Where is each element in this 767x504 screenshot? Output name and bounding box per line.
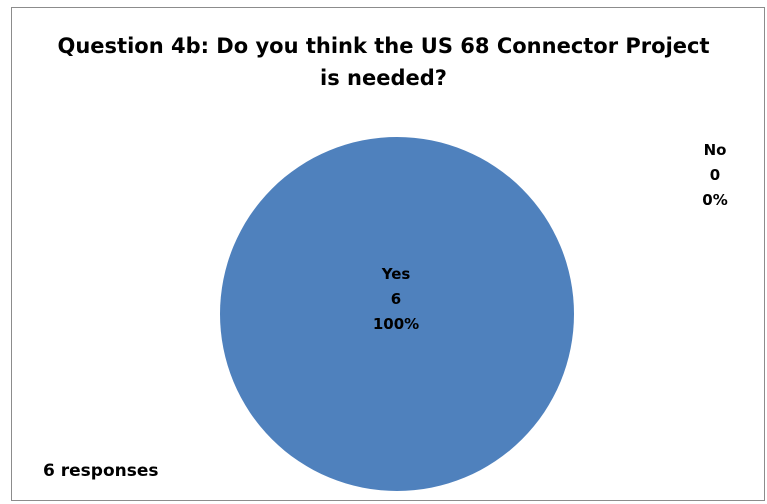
chart-title-line-1: Question 4b: Do you think the US 68 Conn…	[57, 34, 710, 58]
data-label-no: No 0 0%	[675, 138, 755, 213]
data-label-no-category: No	[703, 141, 727, 159]
response-count: 6 responses	[43, 461, 159, 481]
pie-slice-yes	[220, 137, 574, 491]
data-label-yes-percent: 100%	[372, 315, 420, 333]
chart-title-line-2: is needed?	[320, 66, 447, 90]
data-label-yes-category: Yes	[381, 265, 411, 283]
data-label-yes: Yes 6 100%	[346, 262, 446, 337]
chart-title: Question 4b: Do you think the US 68 Conn…	[0, 30, 767, 94]
data-label-yes-value: 6	[390, 290, 402, 308]
data-label-no-value: 0	[709, 166, 721, 184]
pie-slices	[220, 137, 574, 491]
data-label-no-percent: 0%	[702, 191, 728, 209]
